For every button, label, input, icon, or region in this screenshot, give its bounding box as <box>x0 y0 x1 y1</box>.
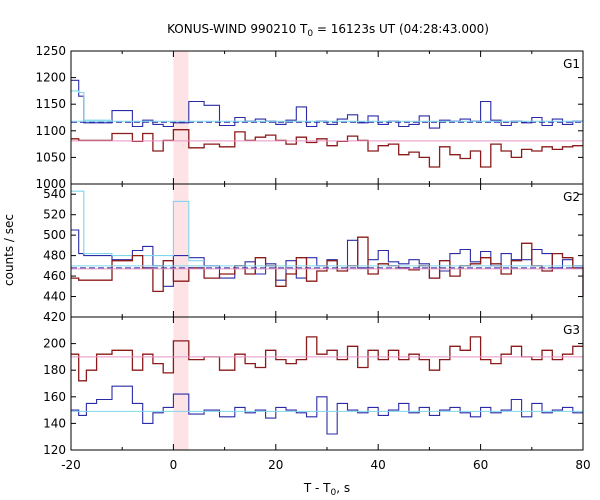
trigger-interval-highlight <box>173 51 189 450</box>
x-axis-label: T - T0, s <box>303 481 350 498</box>
x-tick-label: 40 <box>371 458 386 472</box>
y-tick-label: 480 <box>43 249 66 263</box>
y-tick-label: 440 <box>43 290 66 304</box>
y-tick-label: 200 <box>43 337 66 351</box>
chart-title: KONUS-WIND 990210 T0 = 16123s UT (04:28:… <box>167 22 489 39</box>
panel-label: G2 <box>563 190 580 204</box>
y-tick-label: 420 <box>43 310 66 324</box>
x-tick-label: 0 <box>170 458 178 472</box>
x-tick-labels: -20 0 20 40 60 80 <box>61 458 590 472</box>
g1-light-blue-histogram <box>71 90 112 121</box>
y-tick-label: 1100 <box>35 124 66 138</box>
y-tick-label: 180 <box>43 363 66 377</box>
y-tick-label: 520 <box>43 208 66 222</box>
y-tick-label: 160 <box>43 390 66 404</box>
panel-frame <box>70 183 584 318</box>
highlight-band <box>173 51 189 450</box>
g2-dark-blue-histogram <box>71 229 583 287</box>
panel-g2: 420 440 460 480 500 520 540 G2 <box>43 183 584 324</box>
g3-dark-red-histogram <box>71 336 583 382</box>
y-tick-label: 140 <box>43 416 66 430</box>
y-tick-label: 120 <box>43 443 66 457</box>
y-tick-label: 1050 <box>35 150 66 164</box>
panel-label: G1 <box>563 57 580 71</box>
y-tick-label: 1200 <box>35 71 66 85</box>
y-tick-label: 1250 <box>35 44 66 58</box>
chart-panels: 1000 1050 1100 1150 1200 1250 G1 420 440 460 480 50… <box>35 44 584 457</box>
x-tick-label: -20 <box>61 458 81 472</box>
y-tick-label: 460 <box>43 269 66 283</box>
panel-frame <box>70 50 584 185</box>
g1-dark-red-histogram <box>71 129 583 168</box>
panel-label: G3 <box>563 323 580 337</box>
y-axis-label: counts / sec <box>2 214 16 286</box>
x-tick-label: 60 <box>473 458 488 472</box>
g1-dark-blue-histogram <box>71 79 583 129</box>
x-tick-label: 80 <box>575 458 590 472</box>
g2-light-blue-histogram <box>71 190 205 262</box>
x-tick-label: 20 <box>268 458 283 472</box>
y-tick-label: 500 <box>43 228 66 242</box>
y-tick-label: 1000 <box>35 177 66 191</box>
panel-g3: 120 140 160 180 200 G3 <box>43 316 584 457</box>
panel-g1: 1000 1050 1100 1150 1200 1250 G1 <box>35 44 584 191</box>
y-tick-label: 540 <box>43 187 66 201</box>
y-tick-label: 1150 <box>35 97 66 111</box>
g3-dark-blue-histogram <box>71 385 583 435</box>
